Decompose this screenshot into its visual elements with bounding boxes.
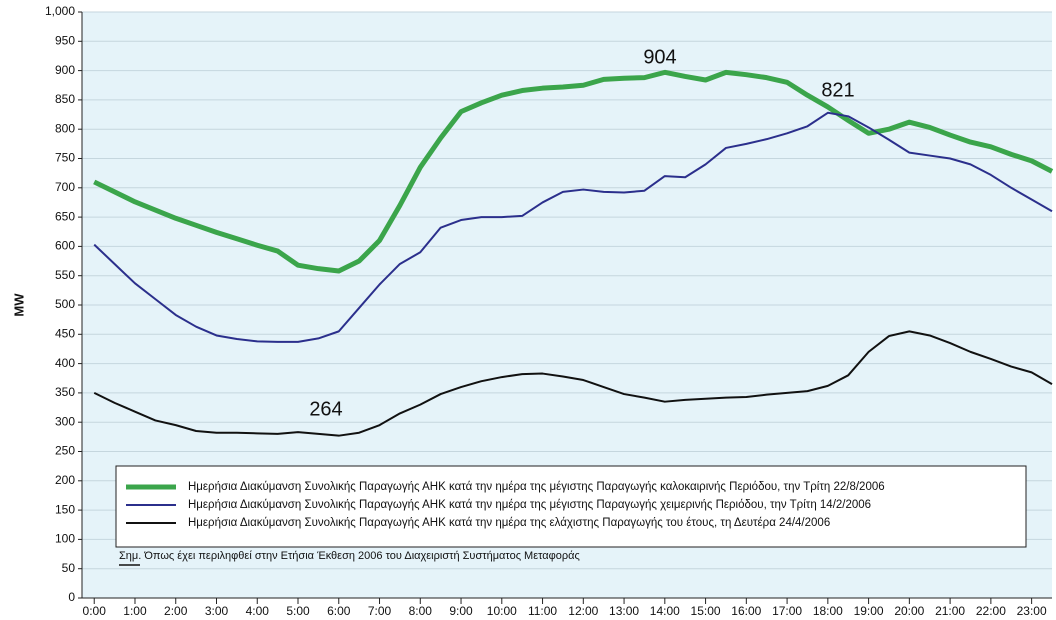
legend-label: Ημερήσια Διακύμανση Συνολικής Παραγωγής … xyxy=(188,517,830,529)
y-tick-label: 0 xyxy=(68,590,75,604)
x-tick-label: 15:00 xyxy=(691,604,721,618)
y-tick-label: 900 xyxy=(55,63,75,77)
y-tick-label: 450 xyxy=(55,326,75,340)
x-tick-label: 5:00 xyxy=(286,604,310,618)
x-tick-label: 4:00 xyxy=(246,604,270,618)
y-tick-label: 950 xyxy=(55,33,75,47)
y-tick-label: 800 xyxy=(55,121,75,135)
annotation: 264 xyxy=(309,398,342,420)
series-line xyxy=(93,111,1053,343)
x-tick-label: 18:00 xyxy=(813,604,843,618)
x-tick-label: 2:00 xyxy=(164,604,188,618)
y-tick-label: 650 xyxy=(55,209,75,223)
y-tick-label: 250 xyxy=(55,444,75,458)
y-tick-label: 150 xyxy=(55,502,75,516)
y-tick-label: 50 xyxy=(62,561,76,575)
x-tick-label: 13:00 xyxy=(609,604,639,618)
x-tick-label: 20:00 xyxy=(894,604,924,618)
y-tick-label: 600 xyxy=(55,239,75,253)
series-line xyxy=(93,330,1053,437)
y-tick-label: 300 xyxy=(55,414,75,428)
y-tick-label: 550 xyxy=(55,268,75,282)
y-tick-label: 400 xyxy=(55,356,75,370)
x-tick-label: 19:00 xyxy=(854,604,884,618)
x-tick-label: 3:00 xyxy=(205,604,229,618)
x-tick-label: 17:00 xyxy=(772,604,802,618)
x-tick-label: 7:00 xyxy=(368,604,392,618)
series-line xyxy=(93,69,1054,274)
annotation: 904 xyxy=(643,46,676,68)
x-tick-label: 21:00 xyxy=(935,604,965,618)
note: Σημ. Όπως έχει περιληφθεί στην Ετήσια Έκ… xyxy=(119,550,580,562)
x-tick-label: 9:00 xyxy=(449,604,473,618)
x-tick-label: 8:00 xyxy=(409,604,433,618)
y-tick-label: 1,000 xyxy=(45,4,75,18)
x-tick-label: 12:00 xyxy=(568,604,598,618)
y-tick-label: 700 xyxy=(55,180,75,194)
legend-label: Ημερήσια Διακύμανση Συνολικής Παραγωγής … xyxy=(188,481,885,493)
y-tick-label: 200 xyxy=(55,473,75,487)
y-axis-label: MW xyxy=(11,293,26,317)
y-tick-label: 850 xyxy=(55,92,75,106)
x-tick-label: 1:00 xyxy=(123,604,147,618)
y-tick-label: 750 xyxy=(55,151,75,165)
y-tick-label: 500 xyxy=(55,297,75,311)
x-tick-label: 16:00 xyxy=(731,604,761,618)
x-tick-label: 22:00 xyxy=(976,604,1006,618)
y-tick-label: 100 xyxy=(55,532,75,546)
x-tick-label: 23:00 xyxy=(1017,604,1047,618)
x-tick-label: 6:00 xyxy=(327,604,351,618)
x-tick-label: 11:00 xyxy=(528,604,557,618)
legend-label: Ημερήσια Διακύμανση Συνολικής Παραγωγής … xyxy=(188,499,871,511)
x-tick-label: 10:00 xyxy=(487,604,517,618)
legend-box xyxy=(115,465,1027,548)
annotation: 821 xyxy=(821,79,854,101)
x-tick-label: 14:00 xyxy=(650,604,680,618)
y-tick-label: 350 xyxy=(55,385,75,399)
x-tick-label: 0:00 xyxy=(83,604,107,618)
